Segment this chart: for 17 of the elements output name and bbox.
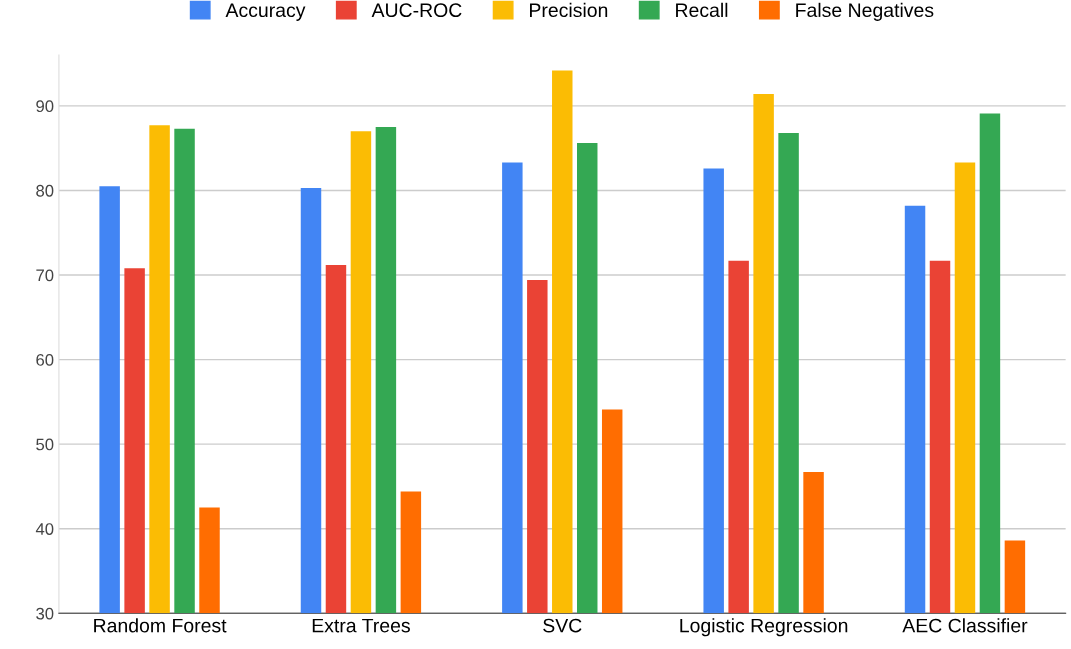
legend-label: Recall xyxy=(676,2,728,18)
legend-label: False Negatives xyxy=(796,2,934,21)
y-tick-label: 40 xyxy=(35,523,54,535)
x-tick-label: Logistic Regression xyxy=(680,618,848,637)
y-tick-label: 80 xyxy=(36,184,54,197)
y-tick-label: 30 xyxy=(36,607,54,620)
x-tick-label: AEC Classifier xyxy=(902,618,1028,633)
legend-label: Accuracy xyxy=(225,3,306,21)
y-tick-label: 70 xyxy=(36,269,54,282)
x-tick-label: SVC xyxy=(543,618,582,633)
legend-label: Precision xyxy=(530,2,608,18)
legend-label: AUC-ROC xyxy=(371,3,462,18)
y-tick-label: 50 xyxy=(36,438,54,451)
x-tick-label: Random Forest xyxy=(94,618,227,633)
x-tick-label: Extra Trees xyxy=(312,618,410,633)
y-tick-label: 60 xyxy=(36,354,54,366)
y-tick-label: 90 xyxy=(36,100,54,113)
